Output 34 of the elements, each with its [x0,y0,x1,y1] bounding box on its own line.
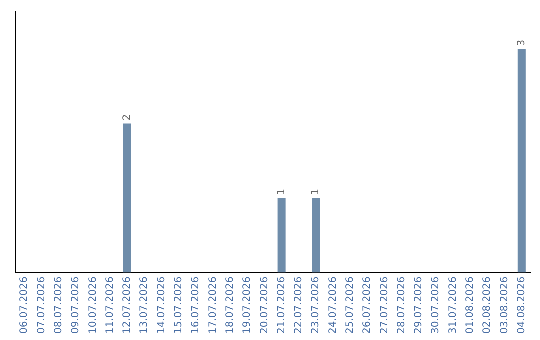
data-label: 3 [516,40,528,46]
x-tick-label: 30.07.2026 [430,276,442,334]
x-tick-label: 04.08.2026 [516,276,528,334]
x-tick-label: 08.07.2026 [53,276,64,334]
data-label: 2 [122,114,134,121]
x-tick-label: 03.08.2026 [499,276,510,334]
x-tick-label: 23.07.2026 [310,276,322,334]
x-tick-label: 29.07.2026 [414,276,425,334]
x-tick-label: 19.07.2026 [242,276,254,334]
x-tick-label: 21.07.2026 [276,276,288,334]
x-tick-label: 17.07.2026 [208,276,219,334]
x-tick-label: 07.07.2026 [36,276,48,334]
x-tick-label: 26.07.2026 [362,276,374,334]
x-tick-label: 06.07.2026 [19,276,30,334]
x-tick-label: 01.08.2026 [465,276,476,334]
x-tick-label: 22.07.2026 [294,276,305,334]
data-label: 1 [310,188,322,196]
x-tick-label: 10.07.2026 [88,276,99,334]
x-tick-label: 18.07.2026 [224,276,236,334]
x-tick-label: 12.07.2026 [122,276,134,334]
x-tick-label: 11.07.2026 [104,276,116,334]
x-tick-label: 28.07.2026 [396,276,408,334]
x-tick-label: 24.07.2026 [328,276,339,334]
x-tick-label: 14.07.2026 [156,276,168,334]
x-tick-label: 27.07.2026 [379,276,390,334]
x-tick-label: 20.07.2026 [259,276,270,334]
data-label: 1 [276,188,288,196]
x-tick-label: 31.07.2026 [448,276,459,334]
x-tick-label: 13.07.2026 [139,276,150,334]
x-tick-label: 25.07.2026 [345,276,356,334]
x-tick-label: 02.08.2026 [482,276,494,334]
x-tick-label: 16.07.2026 [190,276,202,334]
x-tick-label: 09.07.2026 [70,276,82,334]
x-tick-label: 15.07.2026 [174,276,185,334]
